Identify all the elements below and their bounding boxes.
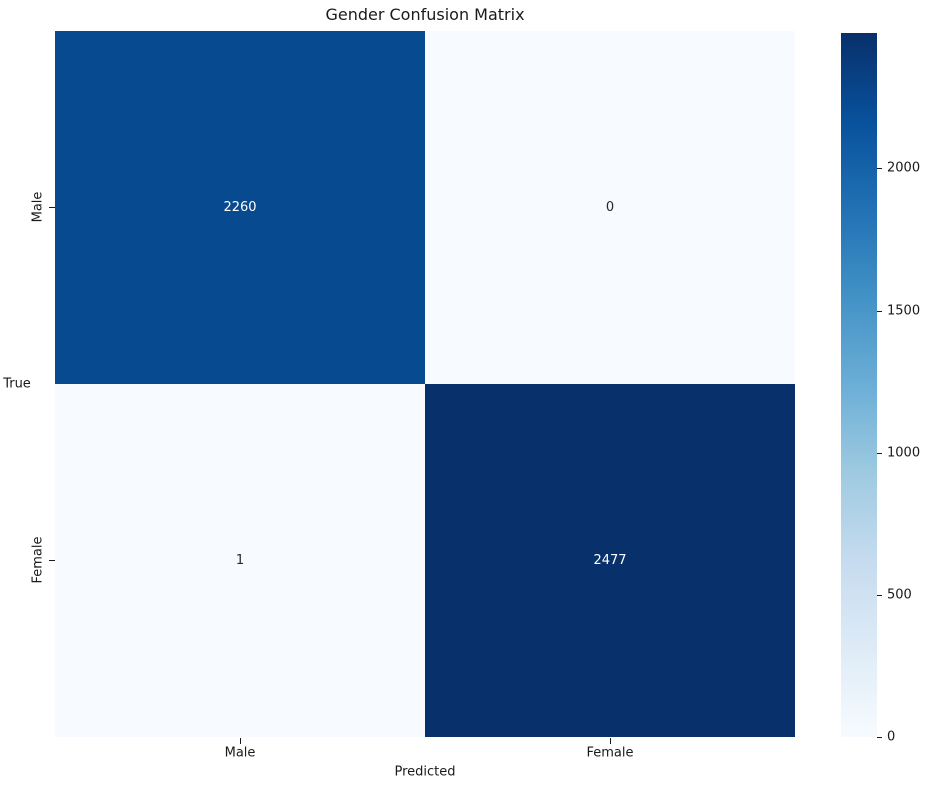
x-tick-label-female: Female — [586, 745, 634, 761]
chart-title: Gender Confusion Matrix — [325, 5, 525, 24]
heatmap-grid: 2260 0 1 2477 — [55, 31, 795, 737]
heatmap-cell-true-male-pred-female: 0 — [425, 31, 795, 384]
x-axis-label: Predicted — [394, 764, 456, 780]
heatmap-cell-true-female-pred-male: 1 — [55, 384, 425, 737]
colorbar-gradient — [841, 33, 877, 737]
x-tick-label-male: Male — [224, 745, 256, 761]
colorbar-tick-mark-0 — [877, 737, 882, 738]
colorbar-tick-label-1500: 1500 — [887, 303, 921, 319]
colorbar-tick-label-0: 0 — [887, 729, 896, 745]
colorbar-tick-mark-500 — [877, 595, 882, 596]
y-tick-label-male: Male — [30, 191, 46, 223]
x-tick-mark-male — [240, 738, 241, 744]
y-tick-mark-male — [49, 207, 55, 208]
x-tick-mark-female — [610, 738, 611, 744]
y-tick-mark-female — [49, 560, 55, 561]
colorbar-tick-mark-1500 — [877, 311, 882, 312]
y-axis-label: True — [3, 376, 31, 392]
colorbar-tick-label-500: 500 — [887, 587, 912, 603]
heatmap-cell-true-female-pred-female: 2477 — [425, 384, 795, 737]
colorbar-tick-label-2000: 2000 — [887, 160, 921, 176]
colorbar-tick-mark-2000 — [877, 168, 882, 169]
y-tick-label-female: Female — [30, 536, 46, 584]
colorbar-tick-mark-1000 — [877, 453, 882, 454]
colorbar-tick-label-1000: 1000 — [887, 445, 921, 461]
heatmap-cell-true-male-pred-male: 2260 — [55, 31, 425, 384]
